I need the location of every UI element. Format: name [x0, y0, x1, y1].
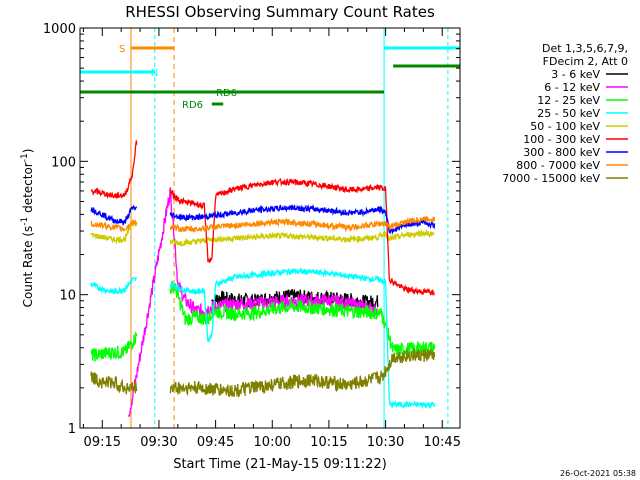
series-8 — [90, 348, 436, 398]
plot-frame — [79, 27, 461, 429]
x-axis-label: Start Time (21-May-15 09:11:22) — [173, 457, 387, 472]
legend: Det 1,3,5,6,7,9, FDecim 2, Att 0 3 - 6 k… — [502, 42, 628, 185]
series-3 — [90, 267, 436, 410]
x-tick-label-2: 09:45 — [197, 435, 234, 450]
marker-label-3: RD6 — [182, 100, 203, 111]
chart-title: RHESSI Observing Summary Count Rates — [125, 3, 435, 21]
x-tick-label-3: 10:00 — [254, 435, 291, 450]
generation-timestamp: 26-Oct-2021 05:38 — [560, 469, 636, 478]
legend-label-3: 25 - 50 keV — [537, 107, 600, 120]
series-line-7-1 — [169, 215, 436, 234]
plot-area: S N RD6 RD6 — [80, 28, 460, 428]
legend-header-line-1: Det 1,3,5,6,7,9, — [542, 42, 628, 55]
series-line-2-0 — [90, 331, 138, 362]
x-tick-label-1: 09:30 — [140, 435, 177, 450]
series-line-8-1 — [169, 348, 436, 398]
series-line-5-0 — [90, 140, 138, 200]
series-line-4-0 — [90, 219, 138, 245]
x-tick-label-4: 10:15 — [310, 435, 347, 450]
series-4 — [90, 219, 435, 248]
series-2 — [90, 280, 436, 362]
y-axis-label-superscript-2: -1 — [20, 153, 30, 162]
series-line-5-1 — [169, 177, 435, 296]
axes: 1 10 100 1000 09:15 09:30 09:45 10:00 10:15 10:30… — [43, 22, 461, 450]
x-tick-label-5: 10:30 — [367, 435, 404, 450]
y-tick-label-1: 10 — [59, 289, 76, 304]
series-7 — [90, 215, 436, 234]
legend-label-5: 100 - 300 keV — [523, 133, 600, 146]
legend-label-4: 50 - 100 keV — [530, 120, 600, 133]
legend-label-8: 7000 - 15000 keV — [502, 172, 600, 185]
legend-label-0: 3 - 6 keV — [551, 68, 600, 81]
x-tick-label-6: 10:45 — [424, 435, 461, 450]
legend-label-2: 12 - 25 keV — [537, 94, 600, 107]
legend-header-line-2: FDecim 2, Att 0 — [543, 55, 628, 68]
y-tick-label-2: 100 — [51, 155, 76, 170]
y-axis-label-text: Count Rate (s — [21, 226, 35, 308]
series-line-3-0 — [90, 277, 138, 296]
marker-label-2: RD6 — [216, 88, 237, 99]
y-tick-label-3: 1000 — [43, 22, 76, 37]
series-line-7-0 — [90, 219, 138, 233]
y-axis-label-detector: detector — [21, 162, 35, 217]
series-line-2-1 — [169, 280, 436, 356]
y-axis-label: Count Rate (s-1 detector-1) — [20, 149, 35, 308]
legend-label-6: 300 - 800 keV — [523, 146, 600, 159]
series-5 — [90, 140, 435, 296]
series-line-6-1 — [169, 203, 436, 235]
marker-label-1: N — [151, 68, 158, 79]
series-line-6-0 — [90, 204, 138, 226]
x-tick-label-0: 09:15 — [84, 435, 121, 450]
series-6 — [90, 203, 436, 235]
series-line-8-0 — [90, 371, 138, 395]
y-tick-label-0: 1 — [68, 422, 76, 437]
series-line-3-1 — [169, 267, 436, 410]
legend-label-7: 800 - 7000 keV — [516, 159, 600, 172]
y-axis-label-superscript: -1 — [20, 217, 30, 226]
legend-label-1: 6 - 12 keV — [544, 81, 600, 94]
marker-label-0: S — [119, 44, 125, 55]
series-line-4-1 — [169, 228, 435, 248]
y-axis-label-close: ) — [21, 149, 35, 154]
